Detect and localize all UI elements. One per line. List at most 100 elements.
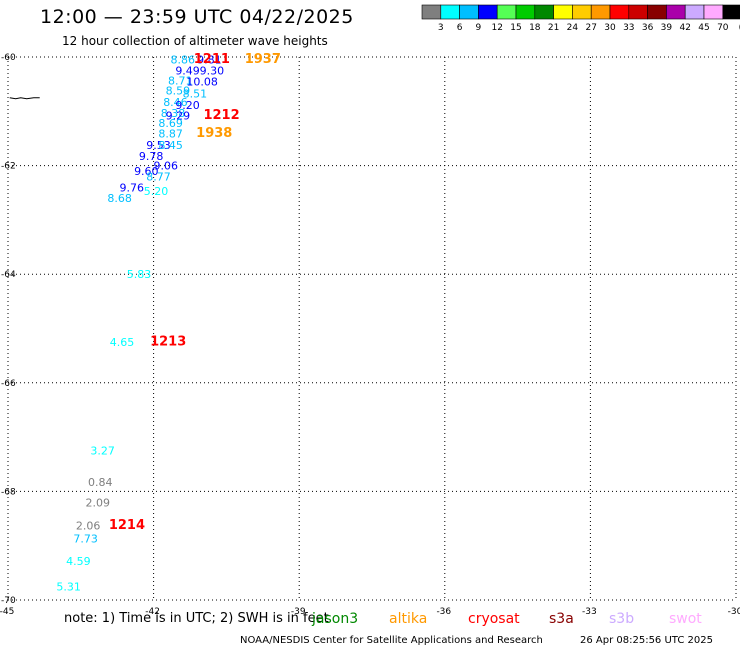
colorbar-swatch [440,4,460,20]
wave-height-point: 9.81 [197,54,222,67]
colorbar-tick-label: 15 [510,23,521,33]
satellite-legend-item: altika [389,611,428,627]
wave-height-point: 8.45 [158,139,183,152]
time-label: 1214 [109,518,145,533]
colorbar-tick-label: 33 [623,23,634,33]
wave-height-point: 8.71 [168,74,193,87]
satellite-legend-item: cryosat [468,611,520,627]
time-label: 1937 [245,52,281,67]
time-label: 1213 [150,334,186,349]
y-tick-label: -60 [1,53,16,63]
colorbar-tick-label: 36 [642,23,654,33]
colorbar-swatch [628,4,648,20]
time-labels: 1211 1937 1212 1938 1213 1214 [109,52,281,533]
colorbar-tick-label: 6 [457,23,463,33]
wave-height-point: 2.06 [76,520,101,533]
y-tick-label: -62 [1,162,16,172]
y-tick-label: -68 [1,487,16,497]
colorbar-tick-label: 12 [491,23,502,33]
colorbar-tick-label: 18 [529,23,541,33]
colorbar-swatch [515,4,536,20]
colorbar-tick-label: 9 [476,23,482,33]
credit-line: NOAA/NESDIS Center for Satellite Applica… [240,635,543,646]
colorbar-swatch [496,4,517,20]
time-label: 1938 [196,126,232,141]
land-coastline [9,97,40,100]
colorbar-swatch [647,4,667,20]
colorbar-swatch [590,4,611,20]
wave-height-point: 9.30 [200,65,225,78]
wave-height-point: 8.87 [158,128,183,141]
chart-subtitle: 12 hour collection of altimeter wave hei… [62,34,328,48]
land-outline [9,97,40,100]
wave-height-point: 0.84 [88,476,113,489]
wave-height-point: 8.68 [107,192,132,205]
wave-height-point: 4.59 [66,555,91,568]
x-tick-label: -42 [145,607,160,617]
wave-height-point: 10.08 [186,75,218,88]
chart-grid [7,56,737,601]
colorbar-tick-label: 70 [717,23,729,33]
wave-height-point: 5.83 [127,268,152,281]
colorbar-swatch [553,4,573,20]
wave-height-point: 9.06 [153,160,178,173]
x-tick-label: -39 [291,607,306,617]
x-tick-label: -33 [582,607,597,617]
colorbar-tick-label: 21 [548,23,559,33]
satellite-legend-item: swot [669,611,702,627]
y-tick-label: -64 [1,270,16,280]
wave-height-point: 9.20 [175,99,200,112]
colorbar-tick-label: 39 [661,23,673,33]
wave-height-point: 8.46 [163,96,188,109]
time-label: 1211 [194,52,230,67]
wave-height-point: 5.31 [56,580,81,593]
colorbar-tick-label: 3 [438,23,444,33]
wave-height-point: 9.76 [120,181,145,194]
satellite-legend-item: s3b [609,611,635,627]
colorbar-swatch [459,4,479,20]
colorbar-swatch [478,4,498,20]
colorbar-swatch [534,4,554,20]
chart-title: 12:00 — 23:59 UTC 04/22/2025 [40,6,354,28]
colorbar-tick-label: 45 [698,23,709,33]
footnote: note: 1) Time is in UTC; 2) SWH is in fe… [64,611,329,626]
colorbar-swatch [703,4,724,20]
x-tick-label: -36 [436,607,451,617]
colorbar-unit: (ft) [739,23,740,33]
wave-height-point: 9.60 [134,165,159,178]
colorbar-tick-label: 42 [679,23,690,33]
wave-height-point: 8.38 [161,107,186,120]
colorbar-swatch [666,4,686,20]
wave-height-point: 9.49 [175,65,200,78]
wave-height-point: 8.77 [146,170,171,183]
chart-axes: -45 -42 -39 -36 -33 -30 -60 -62 -64 -66 -68 -70 [0,53,740,617]
x-tick-label: -30 [728,607,740,617]
wave-height-point: 2.09 [86,496,111,509]
colorbar-tick-label: 24 [567,23,579,33]
wave-height-point: 8.59 [166,85,191,98]
colorbar-swatch [722,4,740,20]
wave-height-point: 9.29 [166,110,191,123]
wave-height-point: 9.53 [146,139,171,152]
time-label: 1212 [203,108,239,123]
wave-height-point: 8.51 [183,87,208,100]
colorbar-tick-label: 30 [604,23,616,33]
generated-timestamp: 26 Apr 08:25:56 UTC 2025 [580,635,713,646]
satellite-legend-item: jason3 [312,611,359,627]
wave-height-points: 8.86 9.819.49 9.30 8.7110.088.598.518.469.2… [56,54,224,594]
satellite-legend-item: s3a [549,611,574,627]
wave-height-point: 8.86 [170,54,195,67]
colorbar-swatch [609,4,630,20]
wave-height-point: 8.69 [158,117,183,130]
colorbar-swatch [572,4,592,20]
wave-height-point: 5.20 [144,185,169,198]
colorbar-swatch [421,4,442,20]
wave-height-point: 7.73 [73,533,98,546]
x-tick-label: -45 [0,607,14,617]
wave-height-point: 9.78 [139,150,164,163]
y-tick-label: -66 [1,379,16,389]
wave-height-point: 4.65 [110,336,135,349]
y-tick-label: -70 [1,596,16,606]
